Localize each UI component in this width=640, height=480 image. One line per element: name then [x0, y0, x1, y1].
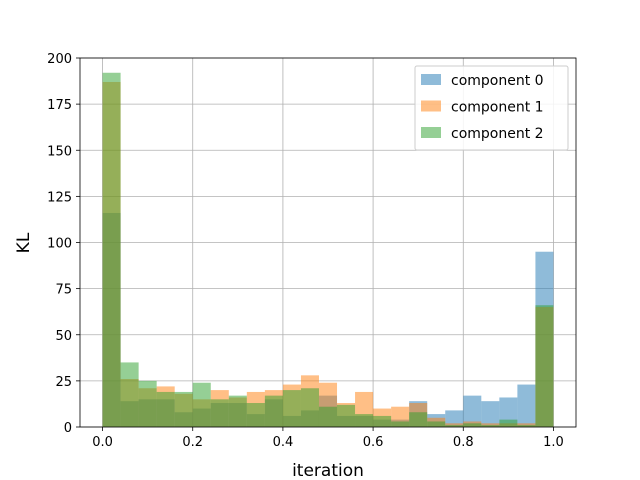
histogram-bar-component-2 [391, 421, 410, 427]
y-tick-label: 100 [47, 237, 72, 252]
histogram-bar-component-2 [318, 406, 338, 427]
x-tick-label: 0.4 [273, 435, 294, 450]
histogram-bar-component-2 [337, 404, 356, 427]
legend-swatch [421, 74, 441, 85]
legend-label: component 2 [451, 126, 544, 142]
legend-swatch [421, 127, 441, 138]
legend-label: component 0 [451, 73, 544, 89]
histogram-bar-component-2 [535, 305, 554, 427]
x-tick-label: 0.0 [92, 435, 113, 450]
x-tick-label: 0.8 [453, 435, 474, 450]
histogram-bar-component-2 [228, 395, 247, 427]
histogram-bar-component-2 [102, 72, 121, 427]
histogram-bar-component-2 [246, 403, 265, 427]
histogram-bar-component-2 [427, 421, 446, 427]
y-tick-label: 150 [47, 144, 72, 159]
histogram-bar-component-2 [138, 380, 157, 427]
histogram-bar-component-2 [463, 423, 482, 427]
y-tick-label: 125 [47, 190, 72, 205]
y-tick-label: 50 [55, 329, 72, 344]
histogram-bar-component-0 [463, 395, 482, 427]
histogram-bar-component-2 [120, 362, 139, 427]
histogram-bar-component-2 [355, 414, 374, 427]
x-tick-label: 1.0 [543, 435, 564, 450]
histogram-bar-component-2 [210, 399, 229, 427]
histogram-bar-component-0 [445, 410, 464, 427]
histogram-bar-component-2 [409, 412, 428, 427]
histogram-bar-component-2 [192, 382, 211, 427]
ticks: 0.0 0.2 0.4 0.6 0.8 1.0 0 25 50 75 100 125 150 175 200 [47, 52, 564, 450]
x-axis-title: iteration [292, 461, 364, 480]
y-tick-label: 0 [64, 421, 72, 436]
histogram-bar-component-2 [156, 391, 175, 427]
legend: component 0 component 1 component 2 [414, 65, 569, 151]
x-tick-label: 0.6 [363, 435, 384, 450]
histogram-bar-component-2 [264, 395, 283, 427]
histogram-bar-component-2 [300, 388, 319, 427]
histogram-bar-component-2 [445, 425, 464, 427]
bars [102, 72, 554, 428]
y-tick-label: 75 [55, 283, 72, 298]
histogram-bar-component-0 [517, 384, 536, 427]
histogram-bar-component-2 [282, 390, 301, 427]
legend-frame [414, 65, 569, 151]
legend-label: component 1 [451, 100, 544, 116]
histogram-bar-component-2 [174, 391, 193, 427]
x-tick-label: 0.2 [182, 435, 203, 450]
histogram-bar-component-2 [499, 419, 518, 427]
histogram-bar-component-2 [373, 415, 392, 427]
y-axis-title: KL [14, 232, 34, 253]
y-tick-label: 200 [47, 52, 72, 67]
y-tick-label: 25 [55, 375, 72, 390]
y-tick-label: 175 [47, 98, 72, 113]
legend-swatch [421, 100, 441, 112]
histogram-bar-component-2 [517, 425, 536, 427]
histogram-bar-component-2 [481, 425, 500, 427]
histogram-bar-component-0 [481, 401, 500, 427]
